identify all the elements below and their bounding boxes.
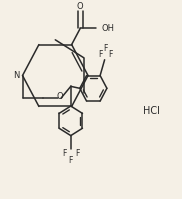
Text: F: F [75,149,79,158]
Text: HCl: HCl [143,106,160,116]
Text: N: N [13,71,19,80]
Text: F: F [108,50,112,59]
Text: F: F [69,156,73,165]
Text: OH: OH [102,24,114,33]
Text: O: O [77,2,84,11]
Text: F: F [103,44,108,53]
Text: F: F [98,50,102,59]
Text: F: F [62,149,67,158]
Text: O: O [57,92,63,101]
